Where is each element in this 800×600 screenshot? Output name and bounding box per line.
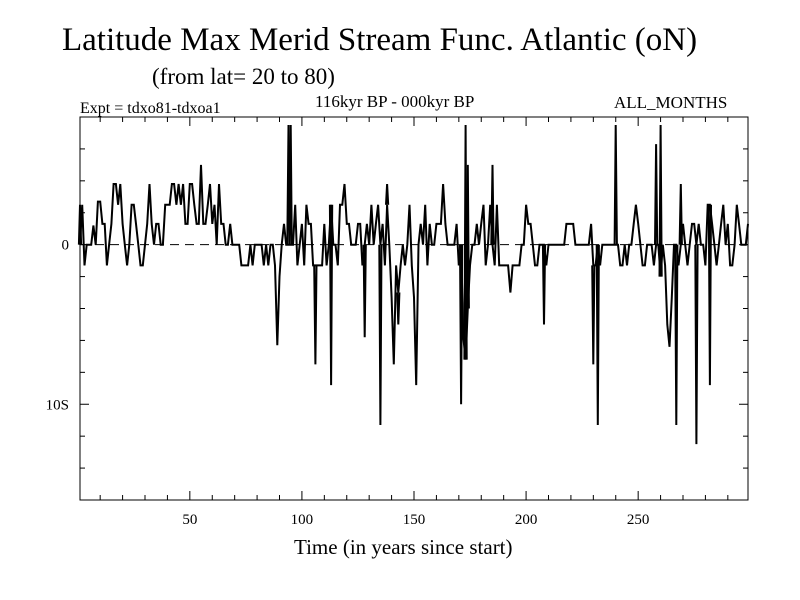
x-tick-label: 250 — [627, 512, 650, 528]
series-spike — [465, 164, 470, 309]
season-label: ALL_MONTHS — [614, 93, 728, 112]
chart-subtitle: (from lat= 20 to 80) — [152, 64, 335, 89]
series-spike — [694, 244, 699, 445]
series-spike — [654, 144, 659, 245]
series-spike — [707, 204, 712, 386]
series-spike — [459, 244, 464, 405]
series-spikes — [77, 124, 712, 445]
series-spike — [396, 292, 401, 325]
series-spike — [385, 183, 390, 205]
x-tick-label: 200 — [515, 512, 538, 528]
experiment-label: Expt = tdxo81-tdxoa1 — [80, 100, 221, 117]
x-tick-label: 50 — [182, 512, 197, 528]
series-spike — [591, 265, 596, 365]
series-spike — [378, 244, 383, 426]
period-label: 116kyr BP - 000kyr BP — [315, 92, 475, 111]
y-tick-label: 10S — [46, 397, 69, 413]
series-spike — [674, 244, 679, 426]
series-spike — [328, 204, 334, 386]
x-axis-label: Time (in years since start) — [294, 535, 513, 559]
series-spike — [613, 124, 618, 245]
series-line-latitude-max — [79, 164, 749, 386]
series-spike — [490, 164, 495, 245]
series-spike — [595, 244, 600, 426]
series-spike — [541, 244, 547, 325]
series-spike — [313, 265, 318, 365]
x-tick-label: 100 — [291, 512, 314, 528]
series-spike — [658, 124, 663, 277]
axis-ticks — [80, 117, 748, 500]
y-tick-label: 0 — [62, 238, 70, 254]
chart-title: Latitude Max Merid Stream Func. Atlantic… — [62, 22, 698, 58]
tick-labels: 50 100 150 200 250 0 10S — [46, 238, 650, 528]
series-spike — [362, 244, 367, 338]
series-spike — [77, 204, 83, 245]
x-tick-label: 150 — [403, 512, 426, 528]
series-spike — [678, 183, 683, 245]
series-spike — [288, 124, 293, 245]
